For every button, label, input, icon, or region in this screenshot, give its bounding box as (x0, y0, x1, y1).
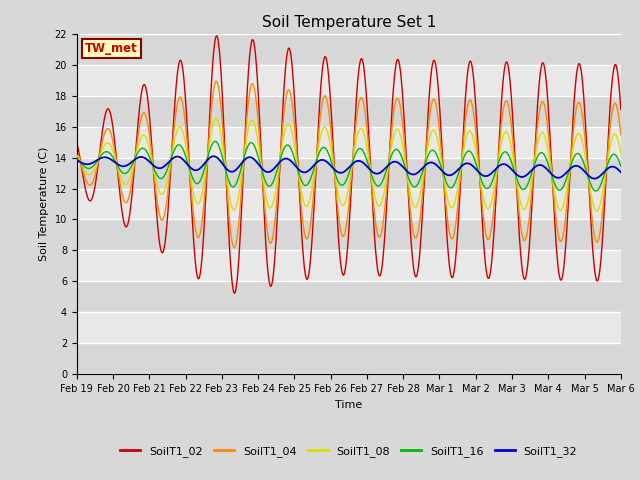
SoilT1_02 (255, 113, 263, 119)
SoilT1_08 (553, 199, 561, 205)
SoilT1_08 (180, 136, 188, 142)
SoilT1_04 (230, 245, 238, 251)
SoilT1_08 (73, 152, 81, 158)
SoilT1_16 (211, 138, 219, 144)
Bar (77, 219, 621, 251)
SoilT1_04 (73, 147, 81, 153)
Y-axis label: Soil Temperature (C): Soil Temperature (C) (39, 147, 49, 261)
SoilT1_16 (180, 150, 188, 156)
SoilT1_16 (553, 185, 561, 191)
SoilT1_32 (553, 175, 561, 180)
SoilT1_16 (194, 180, 202, 186)
SoilT1_16 (434, 154, 442, 159)
SoilT1_04 (505, 105, 513, 111)
SoilT1_02 (230, 290, 238, 296)
SoilT1_02 (553, 252, 561, 257)
SoilT1_08 (593, 208, 600, 214)
Title: Soil Temperature Set 1: Soil Temperature Set 1 (262, 15, 436, 30)
X-axis label: Time: Time (335, 400, 362, 409)
SoilT1_02 (505, 68, 513, 74)
SoilT1_08 (434, 136, 442, 142)
Text: TW_met: TW_met (85, 42, 138, 55)
Bar (77, 96, 621, 127)
SoilT1_02 (73, 140, 81, 145)
SoilT1_08 (505, 132, 513, 138)
Legend: SoilT1_02, SoilT1_04, SoilT1_08, SoilT1_16, SoilT1_32: SoilT1_02, SoilT1_04, SoilT1_08, SoilT1_… (116, 441, 582, 461)
SoilT1_08 (617, 151, 625, 156)
SoilT1_16 (73, 156, 81, 161)
SoilT1_02 (213, 33, 221, 39)
SoilT1_02 (434, 80, 442, 86)
SoilT1_32 (210, 154, 218, 159)
SoilT1_16 (255, 157, 263, 163)
SoilT1_04 (212, 78, 220, 84)
SoilT1_04 (180, 113, 188, 119)
Bar (77, 281, 621, 312)
SoilT1_16 (505, 152, 513, 158)
SoilT1_16 (592, 188, 600, 194)
SoilT1_32 (73, 157, 81, 163)
Bar (77, 34, 621, 65)
SoilT1_08 (255, 146, 263, 152)
Bar (77, 343, 621, 374)
Bar (77, 157, 621, 189)
SoilT1_32 (505, 164, 513, 169)
Line: SoilT1_32: SoilT1_32 (77, 156, 621, 179)
Line: SoilT1_04: SoilT1_04 (77, 81, 621, 248)
SoilT1_02 (617, 107, 625, 112)
SoilT1_32 (617, 169, 625, 175)
SoilT1_32 (255, 162, 263, 168)
SoilT1_04 (255, 134, 263, 140)
SoilT1_02 (194, 275, 202, 281)
SoilT1_32 (434, 163, 442, 169)
SoilT1_32 (591, 176, 598, 181)
Line: SoilT1_02: SoilT1_02 (77, 36, 621, 293)
SoilT1_32 (194, 167, 202, 173)
SoilT1_04 (617, 132, 625, 138)
SoilT1_04 (434, 113, 442, 119)
SoilT1_08 (212, 116, 220, 121)
SoilT1_04 (553, 224, 561, 230)
SoilT1_08 (194, 201, 202, 207)
Line: SoilT1_08: SoilT1_08 (77, 119, 621, 211)
SoilT1_04 (194, 235, 202, 240)
SoilT1_32 (180, 158, 188, 164)
Line: SoilT1_16: SoilT1_16 (77, 141, 621, 191)
SoilT1_16 (617, 163, 625, 169)
SoilT1_02 (180, 84, 188, 89)
